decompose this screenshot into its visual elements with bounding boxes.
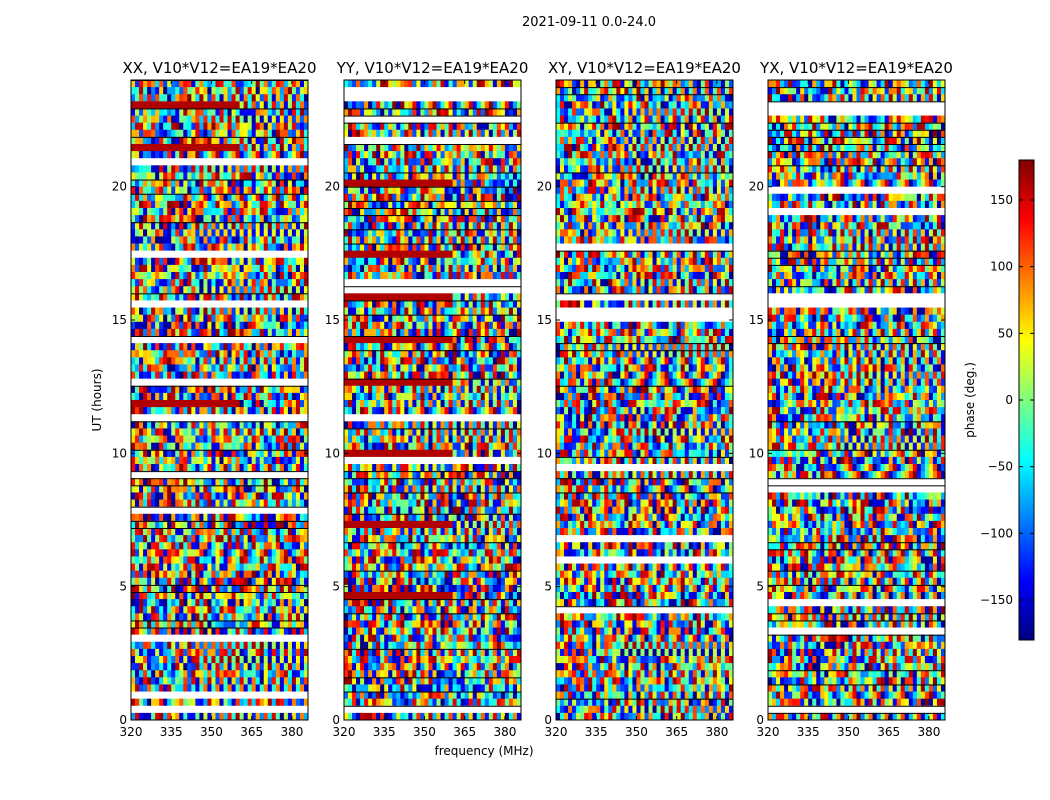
y-tick-label: 5 — [119, 580, 127, 594]
x-tick-label: 365 — [877, 725, 900, 739]
colorbar-label: phase (deg.) — [963, 362, 977, 438]
y-tick-label: 10 — [749, 446, 764, 460]
axes-frame — [130, 79, 309, 721]
x-tick-label: 320 — [333, 725, 356, 739]
y-tick-label: 0 — [332, 713, 340, 727]
y-tick-label: 15 — [537, 313, 552, 327]
y-tick-label: 15 — [112, 313, 127, 327]
y-axis-label: UT (hours) — [90, 368, 104, 431]
x-tick-label: 320 — [545, 725, 568, 739]
y-tick-label: 5 — [544, 580, 552, 594]
x-tick-label: 350 — [625, 725, 648, 739]
y-tick-label: 10 — [325, 446, 340, 460]
colorbar-tick-label: 0 — [1005, 393, 1013, 407]
colorbar-tick-label: 150 — [990, 193, 1013, 207]
phase-image — [344, 80, 522, 721]
x-tick-label: 335 — [585, 725, 608, 739]
y-tick-label: 15 — [749, 313, 764, 327]
x-tick-label: 350 — [413, 725, 436, 739]
y-tick-label: 20 — [537, 180, 552, 194]
phase-image — [556, 80, 734, 721]
y-tick-label: 10 — [112, 446, 127, 460]
y-tick-label: 5 — [756, 580, 764, 594]
x-axis-label: frequency (MHz) — [434, 744, 533, 758]
y-tick-label: 20 — [325, 180, 340, 194]
axes-frame — [555, 79, 734, 721]
axes-frame — [343, 79, 522, 721]
colorbar-tick-label: 100 — [990, 260, 1013, 274]
colorbar-ticks: 150 100 50 0 −50 −100 −150 — [980, 193, 1034, 607]
y-tick-label: 20 — [112, 180, 127, 194]
x-tick-label: 380 — [705, 725, 728, 739]
panel-xy: XY, V10*V12=EA19*EA20 320 335 350 365 380 0 5 10… — [537, 59, 741, 739]
panel-title: YX, V10*V12=EA19*EA20 — [759, 59, 953, 77]
y-tick-label: 5 — [332, 580, 340, 594]
y-tick-label: 20 — [749, 180, 764, 194]
panel-xx: XX, V10*V12=EA19*EA20 320 335 350 365 380 0 5 10… — [112, 59, 317, 739]
figure-suptitle: 2021-09-11 0.0-24.0 — [522, 15, 656, 30]
colorbar-tick-label: −100 — [980, 526, 1013, 540]
panels: XX, V10*V12=EA19*EA20 320 335 350 365 380 0 5 10… — [112, 59, 953, 739]
colorbar: 150 100 50 0 −50 −100 −150 phase (deg.) — [963, 159, 1035, 641]
x-tick-label: 320 — [120, 725, 143, 739]
x-tick-label: 365 — [240, 725, 263, 739]
x-tick-label: 380 — [493, 725, 516, 739]
panel-yy: YY, V10*V12=EA19*EA20 320 335 350 365 380 0 5 10… — [325, 59, 529, 739]
x-tick-label: 350 — [200, 725, 223, 739]
colorbar-tick-label: −50 — [988, 460, 1013, 474]
x-tick-label: 335 — [160, 725, 183, 739]
x-tick-label: 380 — [280, 725, 303, 739]
y-tick-label: 0 — [119, 713, 127, 727]
phase-image — [768, 80, 946, 721]
x-tick-label: 365 — [665, 725, 688, 739]
y-tick-label: 15 — [325, 313, 340, 327]
x-tick-label: 320 — [757, 725, 780, 739]
colorbar-tick-label: −150 — [980, 593, 1013, 607]
x-tick-label: 380 — [917, 725, 940, 739]
y-tick-label: 0 — [756, 713, 764, 727]
x-tick-label: 365 — [453, 725, 476, 739]
colorbar-tick-label: 50 — [998, 326, 1013, 340]
phase-image — [131, 80, 309, 721]
panel-title: XX, V10*V12=EA19*EA20 — [122, 59, 316, 77]
panel-title: YY, V10*V12=EA19*EA20 — [336, 59, 529, 77]
axes-frame — [767, 79, 946, 721]
x-tick-label: 350 — [837, 725, 860, 739]
y-tick-label: 10 — [537, 446, 552, 460]
y-tick-label: 0 — [544, 713, 552, 727]
panel-yx: YX, V10*V12=EA19*EA20 320 335 350 365 380 0 5 10… — [749, 59, 953, 739]
x-tick-label: 335 — [797, 725, 820, 739]
panel-title: XY, V10*V12=EA19*EA20 — [548, 59, 741, 77]
x-tick-label: 335 — [373, 725, 396, 739]
